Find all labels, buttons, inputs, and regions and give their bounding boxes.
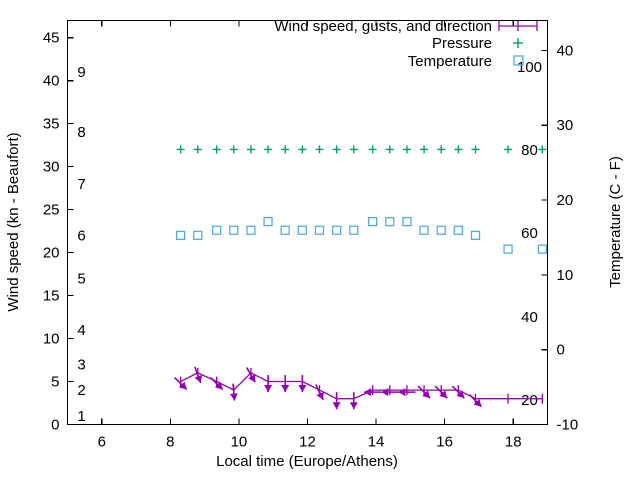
y-tick-label: 30: [43, 159, 60, 176]
legend-label-pressure: Pressure: [432, 35, 492, 52]
wind-direction-arrow: [245, 367, 256, 383]
beaufort-label: 4: [77, 322, 85, 339]
series-wind-direction-arrows: [174, 366, 483, 410]
x-tick-label: 10: [231, 434, 248, 451]
x-axis-ticks: 6 8 10 12 14 16 18: [98, 20, 522, 451]
temperature-point: [453, 225, 464, 235]
wind-direction-arrow: [298, 375, 307, 393]
temperature-point: [193, 230, 203, 241]
beaufort-label: 2: [77, 382, 85, 399]
y-tick-label: 10: [43, 331, 60, 348]
fahrenheit-label: 60: [521, 225, 538, 242]
beaufort-label: 6: [77, 227, 85, 244]
wind-direction-arrow: [417, 385, 431, 399]
x-tick-label: 14: [368, 434, 385, 451]
wind-direction-arrow: [434, 385, 448, 399]
temperature-point: [229, 225, 239, 235]
series-temperature: [175, 216, 548, 254]
legend-marker-temperature: [513, 55, 524, 66]
temperature-point: [419, 225, 429, 235]
temperature-point: [331, 225, 342, 235]
fahrenheit-label: 100: [517, 59, 542, 76]
wind-direction-arrow: [451, 385, 465, 399]
x-tick-label: 16: [436, 434, 453, 451]
wind-direction-arrow: [332, 392, 341, 410]
fahrenheit-label: 40: [521, 309, 538, 326]
wind-direction-arrow: [194, 366, 203, 384]
y-tick-label: 0: [51, 417, 59, 434]
wind-direction-arrow: [264, 375, 273, 393]
y-tick-label: 5: [51, 374, 59, 391]
x-tick-label: 12: [299, 434, 316, 451]
wind-direction-arrow: [315, 384, 324, 401]
legend-marker-pressure: [513, 38, 523, 48]
y-tick-label: 40: [43, 73, 60, 90]
y-tick-label: 35: [43, 116, 60, 133]
beaufort-label: 5: [77, 270, 85, 287]
temperature-point: [436, 225, 446, 235]
y-tick-label: 25: [43, 202, 60, 219]
wind-direction-arrow: [210, 376, 224, 391]
temperature-point: [211, 225, 222, 235]
y2-tick-label: 20: [557, 192, 574, 209]
wind-direction-arrow: [349, 392, 358, 410]
temperature-point: [503, 244, 513, 254]
beaufort-label: 8: [77, 124, 85, 141]
y2-tick-label: 30: [557, 117, 574, 134]
y-axis-ticks: 0 5 10 15 20 25 30 35 40 45: [43, 30, 74, 434]
fahrenheit-label: 80: [521, 142, 538, 159]
y-tick-label: 15: [43, 288, 60, 305]
wind-direction-arrow: [381, 388, 399, 397]
x-tick-label: 18: [505, 434, 522, 451]
temperature-point: [385, 216, 395, 227]
wind-direction-arrow: [364, 388, 382, 397]
temperature-point: [280, 225, 290, 235]
x-tick-label: 8: [166, 434, 174, 451]
series-pressure: [176, 145, 547, 154]
wind-direction-arrow: [229, 383, 238, 401]
x-tick-label: 6: [98, 434, 106, 451]
temperature-point: [297, 225, 308, 235]
x-axis-title: Local time (Europe/Athens): [216, 453, 398, 470]
y-tick-label: 45: [43, 30, 60, 47]
y-axis-title: Wind speed (kn - Beaufort): [5, 132, 22, 311]
temperature-point: [470, 230, 481, 241]
legend-label-wind: Wind speed, gusts, and direction: [274, 18, 492, 35]
temperature-point: [263, 216, 273, 227]
wind-direction-arrow: [281, 375, 290, 393]
temperature-point: [402, 216, 412, 227]
temperature-point: [246, 225, 256, 235]
temperature-point: [537, 244, 548, 254]
legend-marker-wind: [498, 21, 538, 31]
y2-tick-label: 10: [557, 267, 574, 284]
beaufort-label: 7: [77, 176, 85, 193]
temperature-point: [349, 225, 359, 235]
y2-axis-title: Temperature (C - F): [607, 156, 624, 288]
beaufort-label: 9: [77, 64, 85, 81]
beaufort-label: 3: [77, 356, 85, 373]
y2-axis-ticks: -10 0 10 20 30 40: [541, 42, 579, 434]
legend-label-temperature: Temperature: [408, 53, 492, 70]
wind-direction-arrow: [398, 388, 416, 397]
beaufort-label: 1: [77, 408, 85, 425]
fahrenheit-scale-labels: 20 40 60 80 100: [517, 59, 542, 409]
y-tick-label: 20: [43, 245, 60, 262]
y2-tick-label: 0: [557, 342, 565, 359]
y2-tick-label: 40: [557, 42, 574, 59]
temperature-point: [314, 225, 325, 235]
beaufort-scale-labels: 1 2 3 4 5 6 7 8 9: [77, 64, 85, 425]
chart-legend: Wind speed, gusts, and direction Pressur…: [274, 18, 538, 70]
fahrenheit-label: 20: [521, 392, 538, 409]
wind-direction-arrow: [174, 376, 188, 391]
wind-direction-arrow: [468, 394, 483, 408]
temperature-point: [367, 216, 378, 227]
y2-tick-label: -10: [557, 417, 579, 434]
temperature-point: [175, 230, 186, 241]
